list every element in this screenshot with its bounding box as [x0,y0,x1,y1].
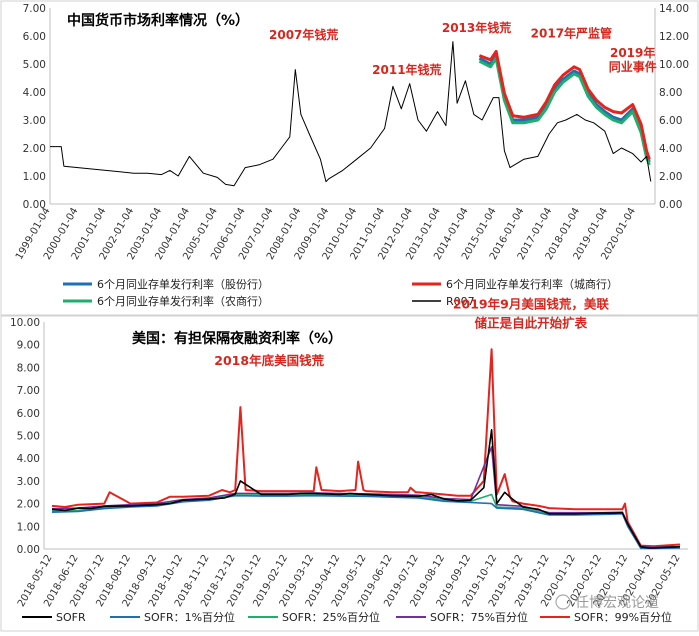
chart1-frame [0,0,699,316]
chart1-right-tick-label: 2.00 [659,171,682,183]
chart1-right-tick-label: 6.00 [659,115,682,127]
chart2-annotation: 2019年9月美国钱荒，美联 [453,296,609,311]
chart2-y-ticks: 0.00 1.00 2.00 3.00 4.00 5.00 6.00 7.00 8.00 9.00… [10,317,40,556]
chart1-series [50,41,652,187]
chart1-left-tick-label: 7.00 [23,3,46,15]
chart1-series-line-3 [478,56,651,166]
chart2-series-line-0 [51,428,681,549]
chart2-frame [0,315,699,632]
chart2-y-tick-label: 4.00 [17,453,40,465]
chart1-right-tick-label: 4.00 [659,143,682,155]
chart1-left-tick-label: 5.00 [23,59,46,71]
chart1-left-tick-label: 6.00 [23,31,46,43]
legend-label-rural-bank: 6个月同业存单发行利率（农商行） [97,294,269,308]
chart2-title: 美国：有担保隔夜融资利率（%） [132,330,342,347]
chart2-y-tick-label: 0.00 [17,544,40,556]
chart2-y-tick-label: 6.00 [17,408,40,420]
chart1-legend: 6个月同业存单发行利率（股份行） 6个月同业存单发行利率（城商行） 6个月同业存… [63,277,618,308]
chart2-y-tick-label: 9.00 [17,340,40,352]
legend-label-sofr-p75: SOFR：75%百分位 [430,610,528,624]
chart1-annotation: 2007年钱荒 [269,27,338,42]
chart1-right-tick-label: 12.00 [659,31,689,43]
chart1-annotation: 2011年钱荒 [372,62,441,77]
chart2-y-tick-label: 8.00 [17,362,40,374]
chart2-y-tick-label: 5.00 [17,431,40,443]
legend-label-sofr-p25: SOFR：25%百分位 [282,610,380,624]
chart1-annotation: 同业事件 [609,59,657,74]
chart2-y-tick-label: 2.00 [17,499,40,511]
chart1-left-tick-label: 4.00 [23,87,46,99]
chart1-annotation: 2017年严监管 [531,25,612,40]
chart1-series-line-0 [50,41,652,187]
chart1-annotation: 2013年钱荒 [442,20,511,35]
chart1-right-tick-label: 14.00 [659,3,689,15]
legend-label-joint-stock: 6个月同业存单发行利率（股份行） [97,277,269,291]
chart2-y-tick-label: 1.00 [17,521,40,533]
chart2-series-line-4 [51,348,681,548]
chart2-series [51,348,681,550]
watermark-text: 任博宏观论道 [575,594,659,611]
legend-label-sofr: SOFR [56,611,86,624]
chart2-y-tick-label: 3.00 [17,476,40,488]
chart1-right-tick-label: 8.00 [659,87,682,99]
chart1-right-ticks: 0.00 2.00 4.00 6.00 8.00 10.00 12.00 14.00 [659,3,689,211]
chart1-left-tick-label: 1.00 [23,171,46,183]
legend-label-sofr-p99: SOFR：99%百分位 [574,610,672,624]
chart1-right-tick-label: 10.00 [659,59,689,71]
chart1-left-ticks: 0.00 1.00 2.00 3.00 4.00 5.00 6.00 7.00 [23,3,46,211]
chart1-annotation: 2019年 [610,45,655,60]
chart1-left-tick-label: 2.00 [23,143,46,155]
chart1-right-tick-label: 0.00 [659,199,682,211]
chart1-left-tick-label: 0.00 [23,199,46,211]
chart1-title: 中国货币市场利率情况（%） [67,12,249,29]
chart2-annotation: 2018年底美国钱荒 [214,353,324,368]
chart1-left-tick-label: 3.00 [23,115,46,127]
chart2-annotation: 储正是自此开始扩表 [474,316,588,331]
legend-label-city-bank: 6个月同业存单发行利率（城商行） [446,277,618,291]
legend-label-r007: R007 [446,295,475,308]
chart2-legend: SOFR SOFR：1%百分位 SOFR：25%百分位 SOFR：75%百分位 … [22,610,672,624]
wechat-icon [555,594,571,610]
chart2-y-tick-label: 10.00 [10,317,40,329]
chart2-y-tick-label: 7.00 [17,385,40,397]
chart1-series-line-2 [478,49,651,160]
watermark: 任博宏观论道 [555,594,659,611]
legend-label-sofr-p1: SOFR：1%百分位 [144,610,235,624]
